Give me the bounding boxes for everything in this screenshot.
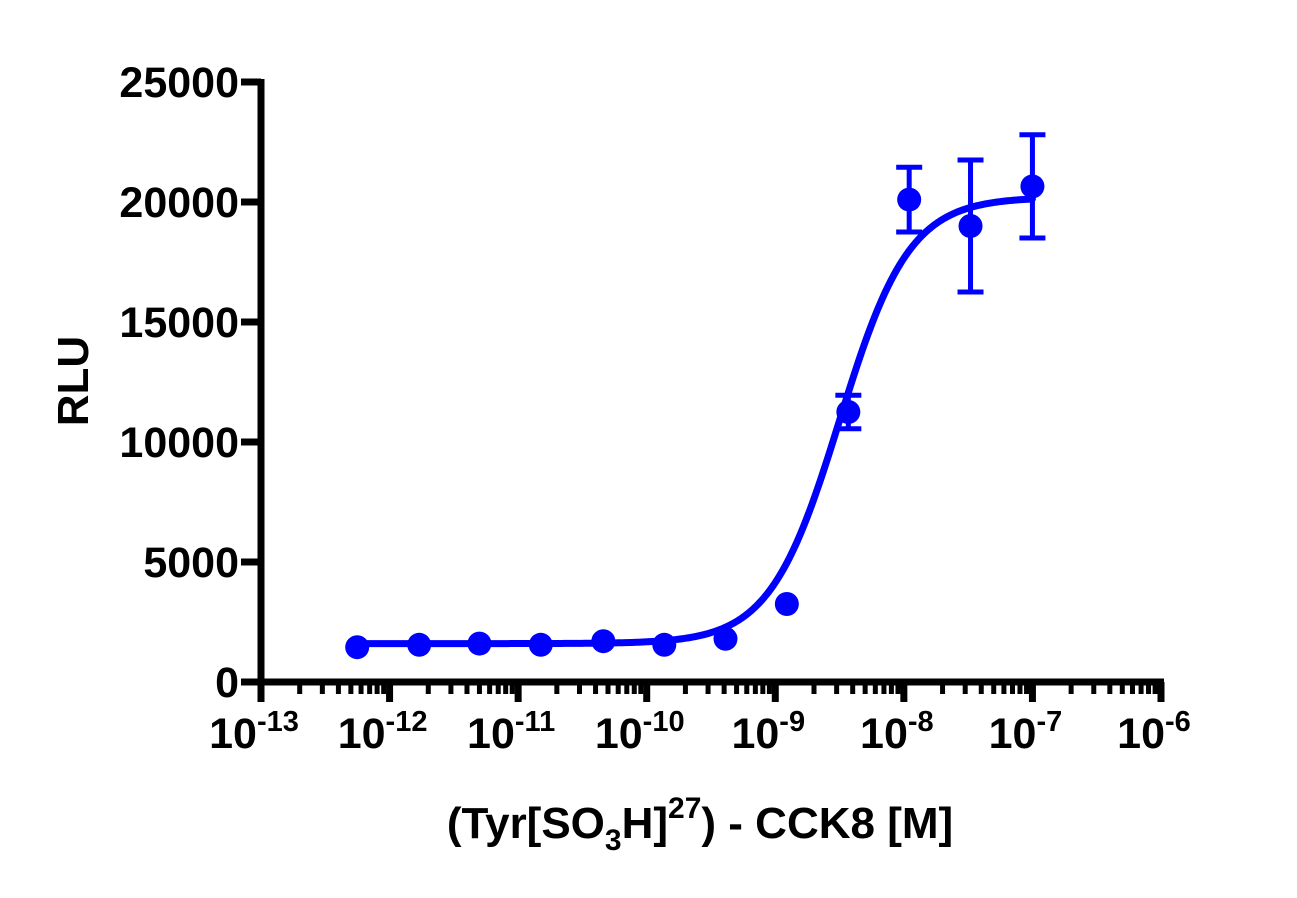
- x-tick-label-exponent: -8: [908, 706, 934, 738]
- x-axis-title-superscript: 27: [668, 792, 701, 825]
- data-point: [345, 635, 370, 660]
- fit-curve: [353, 195, 1036, 648]
- y-tick-label: 15000: [119, 299, 239, 347]
- error-bars-layer: [835, 132, 1046, 432]
- x-tick-label: 10-11: [467, 706, 555, 758]
- x-tick-label-base: 10: [860, 710, 908, 758]
- x-tick-label-exponent: -6: [1165, 706, 1191, 738]
- data-point: [407, 632, 432, 657]
- x-tick-label-exponent: -11: [515, 706, 555, 738]
- fit-curve-layer: [353, 195, 1036, 648]
- x-tick-label-base: 10: [595, 710, 643, 758]
- data-point: [836, 400, 861, 424]
- data-point: [591, 629, 616, 654]
- x-tick-label-exponent: -10: [643, 706, 685, 738]
- data-point: [713, 626, 738, 651]
- x-tick-label-exponent: -13: [257, 706, 299, 738]
- x-tick-label-exponent: -9: [779, 706, 805, 738]
- y-tick-label: 10000: [119, 419, 239, 467]
- x-tick-label: 10-10: [595, 706, 685, 758]
- y-tick-label: 0: [215, 659, 239, 707]
- x-axis-title: (Tyr[SO3H]27) - CCK8 [M]: [447, 792, 953, 857]
- x-axis-title-part2: H]: [622, 799, 668, 848]
- x-tick-label-base: 10: [209, 710, 257, 758]
- x-tick-label: 10-7: [989, 706, 1063, 758]
- data-point: [467, 631, 492, 656]
- data-point: [774, 592, 799, 616]
- x-tick-label-base: 10: [467, 710, 515, 758]
- x-tick-label-exponent: -12: [386, 706, 428, 738]
- x-tick-label: 10-9: [731, 706, 805, 758]
- x-axis-title-part3: ) - CCK8 [M]: [701, 799, 953, 848]
- x-tick-label-base: 10: [989, 710, 1037, 758]
- axes: [257, 79, 1164, 686]
- x-tick-label-exponent: -7: [1036, 706, 1062, 738]
- data-point: [958, 214, 983, 238]
- y-tick-label: 5000: [143, 539, 239, 587]
- data-point: [652, 632, 677, 657]
- x-tick-label-base: 10: [731, 710, 779, 758]
- x-axis-ticks: 10-13 10-12 10-11 10-10 10-9 10-8 10-7 10-6: [209, 682, 1191, 758]
- x-tick-label-base: 10: [338, 710, 386, 758]
- data-points-layer: [345, 174, 1045, 660]
- x-axis-title-subscript: 3: [605, 824, 622, 857]
- x-tick-label: 10-12: [338, 706, 428, 758]
- x-tick-label: 10-6: [1117, 706, 1191, 758]
- y-axis-ticks: 0 5000 10000 15000 20000 25000: [119, 59, 261, 707]
- x-tick-label-base: 10: [1117, 710, 1165, 758]
- x-tick-label: 10-13: [209, 706, 299, 758]
- y-tick-label: 25000: [119, 59, 239, 107]
- x-tick-label: 10-8: [860, 706, 934, 758]
- data-point: [1020, 174, 1045, 199]
- x-axis-title-part1: (Tyr[SO: [447, 799, 605, 848]
- data-point: [897, 187, 922, 212]
- y-axis-title: RLU: [49, 336, 98, 426]
- y-tick-label: 20000: [119, 179, 239, 227]
- data-point: [528, 632, 553, 657]
